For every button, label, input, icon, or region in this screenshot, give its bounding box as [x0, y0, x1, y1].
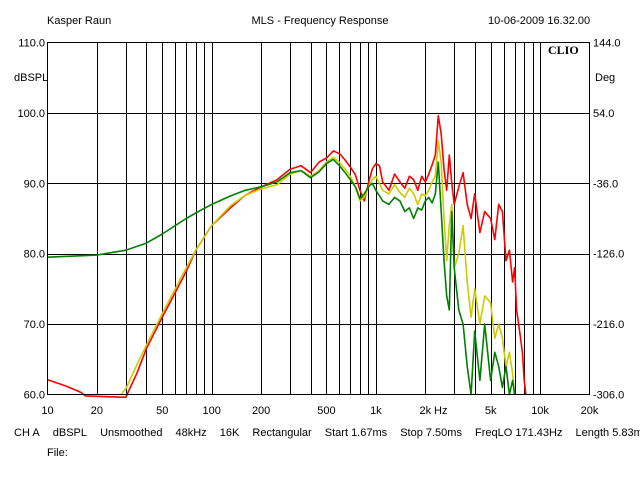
- x-axis-unit: Hz: [434, 405, 448, 417]
- info-channel: CH A: [14, 427, 40, 439]
- info-start: Start 1.67ms: [324, 427, 388, 439]
- x-tick-label: 5k: [485, 405, 497, 417]
- x-tick-label: 20k: [581, 405, 599, 417]
- series-line-2: [120, 140, 516, 396]
- right-axis-unit: Deg: [595, 72, 616, 84]
- y2-tick-label: -306.0: [593, 390, 624, 402]
- y2-tick-label: 144.0: [593, 38, 621, 50]
- y2-tick-label: -36.0: [593, 178, 618, 190]
- x-tick-label: 200: [252, 405, 270, 417]
- series-layer: [47, 114, 527, 399]
- info-freqlo: FreqLO 171.43Hz: [475, 427, 563, 439]
- y-tick-label: 110.0: [18, 38, 45, 50]
- info-size: 16K: [219, 427, 240, 439]
- x-tick-label: 20: [91, 405, 103, 417]
- series-line-1: [47, 114, 527, 399]
- x-tick-label: 10: [41, 405, 53, 417]
- info-stop: Stop 7.50ms: [400, 427, 462, 439]
- y2-tick-label: -126.0: [593, 249, 624, 261]
- x-tick-label: 1k: [370, 405, 382, 417]
- y-tick-label: 100.0: [17, 108, 45, 120]
- x-tick-label: 100: [203, 405, 221, 417]
- x-tick-label: 50: [156, 405, 168, 417]
- measurement-info: CH A dBSPL Unsmoothed 48kHz 16K Rectangu…: [14, 427, 640, 439]
- left-axis-unit: dBSPL: [14, 72, 49, 84]
- y2-tick-label: -216.0: [593, 319, 624, 331]
- info-unit: dBSPL: [52, 427, 87, 439]
- y-tick-label: 60.0: [24, 390, 45, 402]
- y-tick-label: 90.0: [24, 178, 45, 190]
- axis-labels: 10 20 50 100 200 500 1k 2k 5k 10k 20k 110.0 100.0 90.…: [17, 38, 624, 418]
- clio-logo: CLIO: [546, 43, 581, 57]
- x-tick-label: 500: [317, 405, 335, 417]
- x-tick-label: 10k: [531, 405, 549, 417]
- header-left: Kasper Raun: [47, 15, 112, 27]
- grid-lines: [47, 42, 590, 395]
- y2-tick-label: 54.0: [593, 108, 614, 120]
- x-tick-label: 2k: [419, 405, 431, 417]
- series-line-3: [47, 158, 516, 396]
- header-timestamp: 10-06-2009 16.32.00: [488, 15, 591, 27]
- info-smoothing: Unsmoothed: [100, 427, 163, 439]
- y-tick-label: 80.0: [24, 249, 45, 261]
- info-sample-rate: 48kHz: [175, 427, 207, 439]
- info-window: Rectangular: [252, 427, 312, 439]
- y-tick-label: 70.0: [24, 319, 45, 331]
- file-label: File:: [47, 447, 68, 459]
- chart-title: MLS - Frequency Response: [251, 15, 389, 27]
- info-length: Length 5.83ms: [575, 427, 640, 439]
- plot-frame: [47, 42, 590, 395]
